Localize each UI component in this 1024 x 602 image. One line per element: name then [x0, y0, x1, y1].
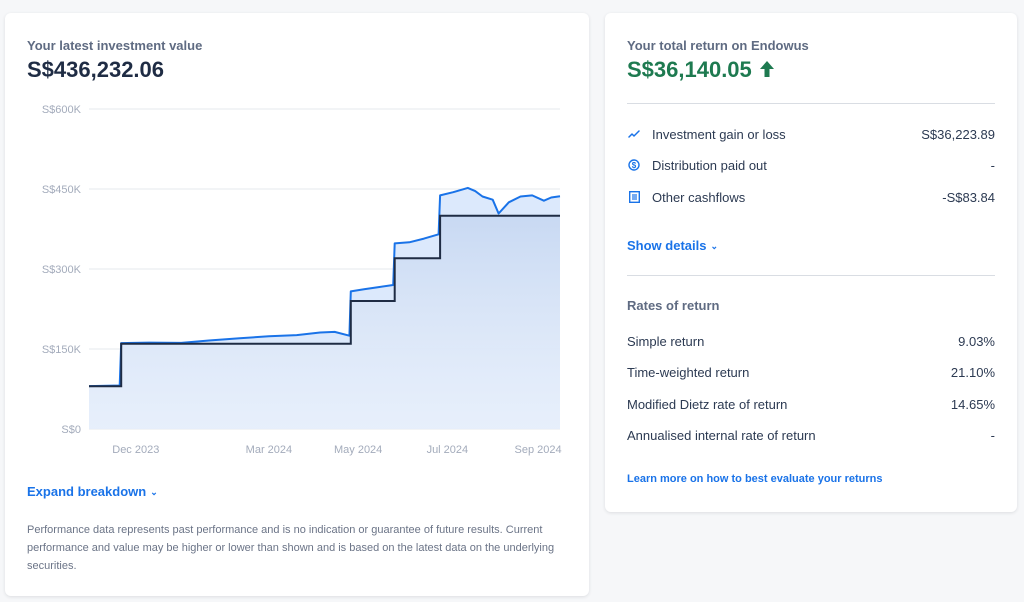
performance-disclaimer: Performance data represents past perform… — [27, 524, 555, 572]
y-tick-label: S$300K — [42, 264, 82, 276]
investment-chart[interactable]: S$600K S$450K S$300K S$150K S$0 Dec 2023 Mar … — [5, 98, 589, 478]
rate-label: Time-weighted return — [627, 364, 750, 380]
show-details-button[interactable]: Show details ⌄ — [627, 238, 718, 253]
total-return-value: S$36,140.05 — [627, 57, 752, 82]
trend-line-icon — [627, 127, 641, 141]
chevron-down-icon: ⌄ — [150, 487, 158, 497]
total-return-label: Your total return on Endowus — [627, 38, 809, 53]
expand-breakdown-button[interactable]: Expand breakdown ⌄ — [27, 484, 158, 499]
expand-breakdown-label: Expand breakdown — [27, 484, 147, 499]
breakdown-value: S$36,223.89 — [921, 126, 995, 142]
y-tick-label: S$150K — [42, 344, 82, 356]
total-return-card: Your total return on Endowus S$36,140.05… — [605, 13, 1017, 512]
document-list-icon — [627, 190, 641, 204]
y-tick-label: S$600K — [42, 104, 82, 116]
investment-value-line — [88, 186, 561, 388]
dollar-circle-icon: $ — [627, 158, 641, 172]
investment-value-amount: S$436,232.06 — [27, 57, 165, 82]
net-invested-line — [89, 214, 560, 388]
rate-row-modified-dietz: Modified Dietz rate of return 14.65% — [627, 394, 995, 414]
breakdown-label: Other cashflows — [652, 189, 746, 205]
investment-value-card: Your latest investment value S$436,232.0… — [5, 13, 589, 596]
x-tick-label: Sep 2024 — [515, 444, 562, 456]
rate-value: 21.10% — [950, 364, 995, 380]
investment-value-label: Your latest investment value — [27, 38, 203, 53]
breakdown-row-investment-gain: Investment gain or loss S$36,223.89 — [627, 124, 995, 144]
breakdown-row-distribution: $ Distribution paid out - — [627, 155, 995, 175]
chevron-down-icon: ⌄ — [710, 241, 719, 251]
svg-text:$: $ — [632, 161, 637, 170]
y-tick-label: S$450K — [42, 184, 82, 196]
rate-row-time-weighted: Time-weighted return 21.10% — [627, 362, 995, 382]
rate-value: 9.03% — [958, 333, 995, 349]
breakdown-row-other-cashflows: Other cashflows -S$83.84 — [627, 187, 995, 207]
learn-more-link[interactable]: Learn more on how to best evaluate your … — [627, 473, 883, 485]
rate-row-annualised-irr: Annualised internal rate of return - — [627, 425, 995, 445]
show-details-label: Show details — [627, 238, 707, 253]
breakdown-value: -S$83.84 — [942, 189, 995, 205]
y-tick-label: S$0 — [61, 424, 81, 436]
rate-value: 14.65% — [950, 396, 995, 412]
rate-label: Simple return — [627, 333, 705, 349]
total-return-amount: S$36,140.05 — [627, 57, 774, 83]
invested-area — [89, 215, 560, 429]
rate-label: Annualised internal rate of return — [627, 427, 816, 443]
x-tick-label: Dec 2023 — [112, 444, 159, 456]
breakdown-value: - — [990, 157, 995, 173]
breakdown-label: Distribution paid out — [652, 157, 767, 173]
breakdown-label: Investment gain or loss — [652, 126, 786, 142]
x-tick-label: May 2024 — [334, 444, 382, 456]
divider — [627, 103, 995, 104]
arrow-up-icon — [759, 57, 774, 83]
rates-of-return-heading: Rates of return — [627, 298, 720, 313]
rate-value: - — [990, 427, 995, 443]
x-tick-label: Jul 2024 — [427, 444, 469, 456]
rate-row-simple: Simple return 9.03% — [627, 331, 995, 351]
x-tick-label: Mar 2024 — [246, 444, 292, 456]
rate-label: Modified Dietz rate of return — [627, 396, 788, 412]
divider — [627, 275, 995, 276]
